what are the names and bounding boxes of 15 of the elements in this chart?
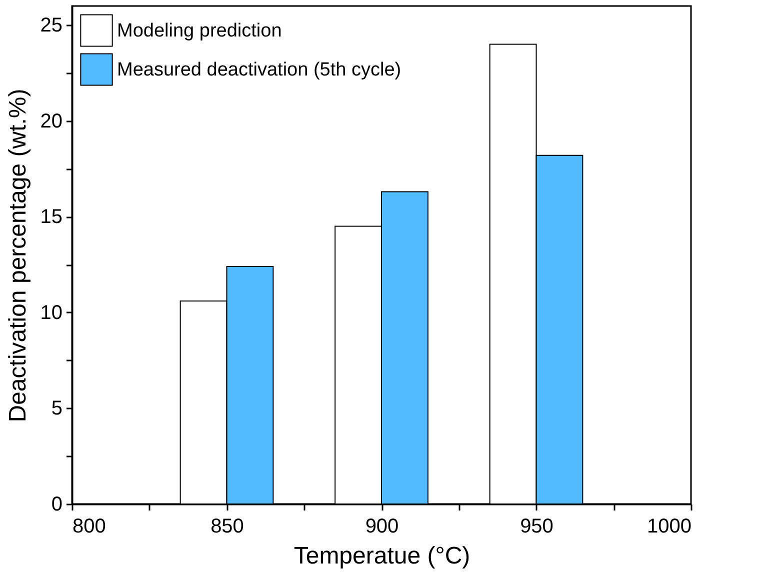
x-tick-label: 850 <box>210 516 244 538</box>
y-tick-label: 0 <box>51 494 62 516</box>
x-tick-label: 950 <box>520 516 554 538</box>
y-tick-label: 15 <box>40 206 62 228</box>
x-tick-label: 800 <box>72 516 106 538</box>
x-tick-label: 1000 <box>647 516 692 538</box>
y-tick-label: 5 <box>51 398 62 420</box>
x-axis-title: Temperatue (°C) <box>294 542 470 570</box>
legend-label: Measured deactivation (5th cycle) <box>117 60 402 80</box>
legend-label: Modeling prediction <box>117 20 282 42</box>
y-tick-label: 20 <box>40 110 62 132</box>
y-tick-label: 25 <box>40 14 62 37</box>
y-axis-title: Deactivation percentage (wt.%) <box>4 88 32 422</box>
x-tick-label: 900 <box>365 516 399 538</box>
y-tick-label: 10 <box>40 302 62 324</box>
